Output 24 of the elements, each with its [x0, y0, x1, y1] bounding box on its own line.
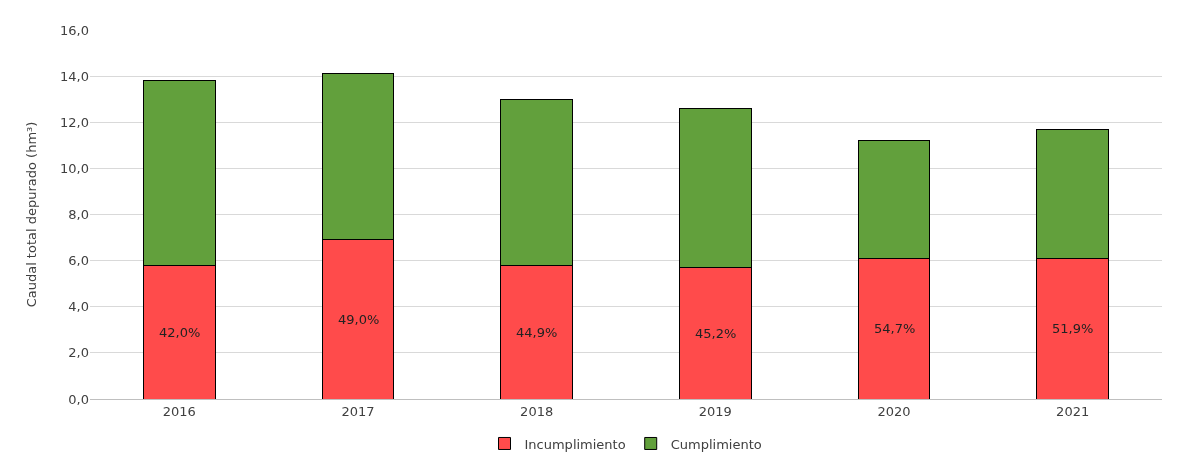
x-tick-label: 2019 [698, 403, 732, 419]
x-tick-label: 2021 [1056, 403, 1090, 419]
annotation: 51,9% [1052, 321, 1094, 336]
annotation: 44,9% [516, 325, 558, 340]
y-tick-label: 16,0 [60, 22, 89, 38]
y-tick-label: 2,0 [68, 345, 89, 361]
x-tick-label: 2016 [162, 403, 196, 419]
x-tick-label: 2018 [520, 403, 554, 419]
annotation: 49,0% [338, 312, 380, 327]
y-axis-title: Caudal total depurado (hm³) [24, 121, 39, 308]
x-tick-label: 2017 [341, 403, 375, 419]
y-tick-label: 0,0 [68, 391, 89, 407]
y-tick-label: 8,0 [68, 207, 89, 223]
annotation: 54,7% [874, 321, 916, 336]
legend-label: Incumplimiento [524, 436, 626, 452]
x-tick-label: 2020 [877, 403, 911, 419]
y-tick-label: 12,0 [60, 114, 89, 130]
y-tick-label: 10,0 [60, 160, 89, 176]
y-tick-label: 6,0 [68, 253, 89, 269]
legend-label: Cumplimiento [670, 436, 762, 452]
y-tick-label: 4,0 [68, 299, 89, 315]
annotation: 45,2% [695, 326, 737, 341]
y-tick-label: 14,0 [60, 68, 89, 84]
annotation: 42,0% [159, 325, 201, 340]
